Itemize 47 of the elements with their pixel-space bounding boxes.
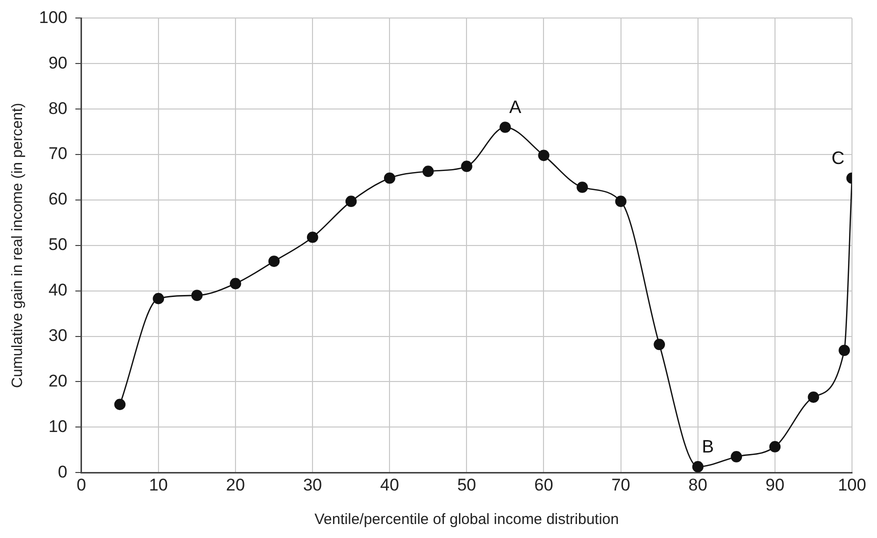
y-tick-label: 60 [48,190,68,209]
y-tick-label: 100 [38,8,68,27]
point [114,398,126,410]
x-axis-title: Ventile/percentile of global income distribution [314,511,619,528]
x-tick-label: 100 [838,475,866,494]
x-tick-label: 40 [380,475,400,494]
y-tick-label: 30 [48,326,68,345]
x-tick-label: 20 [226,475,245,494]
y-tick-label: 90 [48,53,68,72]
y-tick-label: 40 [48,280,68,300]
point [730,451,742,462]
point [306,232,318,243]
x-tick-label: 60 [534,475,554,494]
y-tick-label: 70 [48,144,68,164]
annotation: C [832,148,844,168]
point [191,290,203,302]
point [461,160,472,172]
point [345,196,357,207]
point [422,166,434,177]
y-axis-title: Cumulative gain in real income (in percent) [9,102,26,388]
point [268,256,280,267]
y-tick-label: 10 [48,416,68,436]
point [538,150,550,162]
annotation: A [509,97,522,118]
y-tick-label: 50 [48,235,68,254]
x-tick-label: 10 [148,475,168,494]
x-tick-label: 70 [611,475,630,494]
y-tick-label: 80 [48,98,68,118]
x-tick-label: 50 [457,475,476,494]
point [230,278,242,290]
point [500,122,511,133]
y-tick-label: 0 [58,462,68,482]
point [576,182,588,193]
point [615,196,626,207]
annotation: B [702,436,714,457]
point [838,344,850,356]
point [152,292,164,304]
y-tick-label: 20 [48,371,68,390]
x-tick-label: 90 [765,475,784,494]
point [808,392,820,403]
point [654,338,665,350]
point [384,172,396,184]
point [769,441,781,452]
x-tick-label: 80 [688,475,708,494]
x-tick-label: 0 [76,475,86,494]
point [692,461,704,472]
x-tick-label: 30 [303,475,322,494]
